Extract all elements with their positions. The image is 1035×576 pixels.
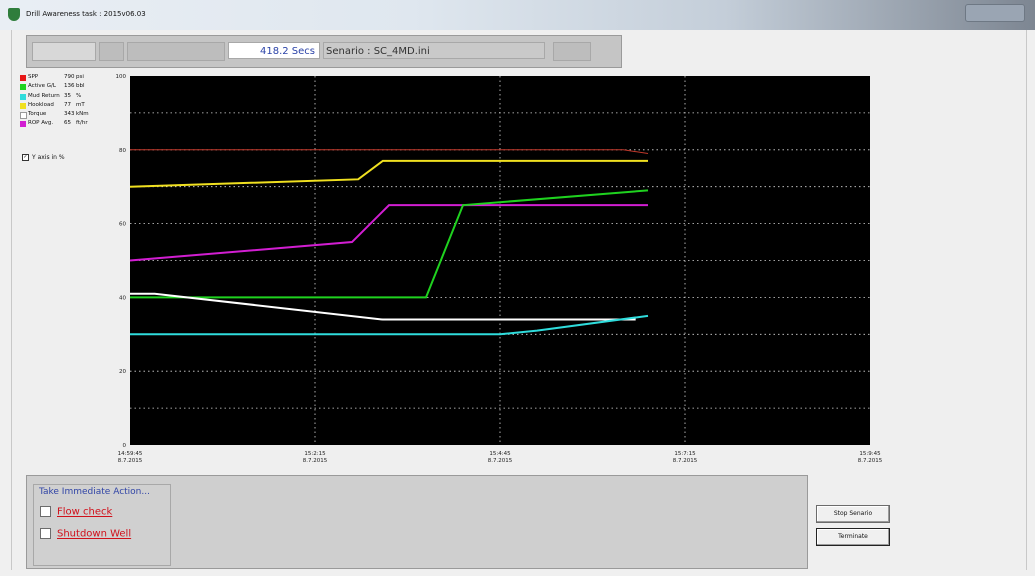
legend-item-active-gl: Active G/L 136 bbl — [20, 82, 125, 91]
scenario-name: Senario : SC_4MD.ini — [323, 42, 545, 59]
legend-value: 343 — [64, 111, 75, 118]
legend-unit: % — [76, 92, 82, 99]
terminate-button[interactable]: Terminate — [816, 528, 890, 546]
window-title: Drill Awareness task : 2015v06.03 — [26, 10, 146, 18]
series-line-hookload — [129, 159, 648, 188]
legend-item-torque: Torque 343 kNm — [20, 110, 125, 120]
title-bar: Drill Awareness task : 2015v06.03 — [0, 0, 1035, 30]
x-tick-time: 15:7:15 — [674, 451, 696, 457]
legend-swatch — [20, 102, 26, 109]
shutdown-well-checkbox[interactable] — [40, 528, 51, 539]
legend-item-mud-return: Mud Return 35 % — [20, 92, 125, 101]
legend-label: Torque — [28, 111, 47, 118]
legend-unit: psi — [76, 74, 84, 80]
legend-unit: ft/hr — [76, 120, 88, 127]
toolbar-field — [99, 42, 124, 61]
series-line-torque — [130, 292, 636, 321]
x-tick-date: 8.7.2015 — [488, 458, 513, 464]
elapsed-seconds: 418.2 Secs — [228, 42, 320, 59]
checkbox-checked-icon[interactable]: ✓ — [22, 154, 29, 161]
y-tick-label: 80 — [119, 148, 126, 154]
x-tick-time: 15:9:45 — [859, 451, 881, 457]
legend-label: Hookload — [28, 101, 54, 108]
legend-label: Active G/L — [28, 83, 56, 90]
y-tick-label: 0 — [123, 443, 127, 449]
immediate-action-group: Take Immediate Action... Flow check Shut… — [33, 484, 171, 566]
legend-swatch — [20, 112, 27, 120]
toolbar-field — [127, 42, 225, 61]
y-tick-label: 40 — [119, 295, 126, 301]
status-toolbar: 418.2 Secs Senario : SC_4MD.ini — [26, 35, 622, 68]
legend-item-rop-avg: ROP Avg. 65 ft/hr — [20, 119, 125, 128]
y-axis-percent-toggle[interactable]: ✓ Y axis in % — [22, 154, 65, 161]
x-tick-date: 8.7.2015 — [118, 458, 143, 464]
x-tick-time: 15:2:15 — [304, 451, 326, 457]
legend-swatch — [20, 93, 26, 100]
series-line-mud-return — [130, 314, 649, 336]
y-tick-label: 20 — [119, 369, 126, 375]
legend-item-hookload: Hookload 77 mT — [20, 101, 125, 110]
legend-label: Mud Return — [28, 92, 60, 99]
y-ticks: 0 20 40 60 80 100 — [116, 74, 127, 449]
x-tick-date: 8.7.2015 — [858, 458, 883, 464]
flow-check-checkbox[interactable] — [40, 506, 51, 517]
stop-scenario-button[interactable]: Stop Senario — [816, 505, 890, 523]
legend-value: 65 — [64, 120, 71, 127]
shutdown-well-label[interactable]: Shutdown Well — [57, 528, 132, 540]
series-line-spp — [130, 149, 649, 154]
legend-swatch — [20, 84, 26, 91]
y-tick-label: 60 — [119, 222, 126, 228]
toolbar-field — [553, 42, 591, 61]
trend-chart: 0 20 40 60 80 100 14:59:45 8.7.2015 15:2:15 8.7.… — [90, 72, 910, 472]
legend-item-spp: SPP 790 psi — [20, 73, 125, 82]
legend-unit: mT — [76, 101, 85, 108]
action-panel: Take Immediate Action... Flow check Shut… — [26, 475, 808, 569]
action-group-title: Take Immediate Action... — [39, 487, 150, 497]
shutdown-well-option[interactable]: Shutdown Well — [40, 528, 131, 540]
window-controls[interactable] — [965, 4, 1025, 22]
y-axis-percent-label: Y axis in % — [32, 154, 65, 161]
legend-value: 136 — [64, 83, 75, 90]
legend-unit: bbl — [76, 83, 85, 90]
legend-label: ROP Avg. — [28, 120, 54, 127]
x-ticks: 14:59:458.7.201515:2:158.7.201515:4:458.… — [118, 451, 883, 464]
legend-unit: kNm — [76, 111, 89, 118]
legend-value: 790 — [64, 74, 75, 80]
x-tick-time: 15:4:45 — [489, 451, 511, 457]
flow-check-option[interactable]: Flow check — [40, 506, 112, 518]
legend-swatch — [20, 75, 26, 81]
y-tick-label: 100 — [116, 74, 127, 80]
flow-check-label[interactable]: Flow check — [57, 506, 113, 518]
legend-swatch — [20, 121, 26, 128]
toolbar-field-left — [32, 42, 96, 61]
series-line-active-g-l — [130, 189, 649, 299]
legend-label: SPP — [28, 74, 39, 80]
x-tick-time: 14:59:45 — [118, 451, 143, 457]
series-line-rop-avg — [129, 204, 648, 262]
app-icon — [8, 8, 20, 21]
x-tick-date: 8.7.2015 — [303, 458, 328, 464]
series-lines — [129, 149, 649, 336]
x-tick-date: 8.7.2015 — [673, 458, 698, 464]
chart-legend: SPP 790 psi Active G/L 136 bbl Mud Retur… — [20, 73, 125, 129]
legend-value: 35 — [64, 92, 71, 99]
legend-value: 77 — [64, 101, 71, 108]
